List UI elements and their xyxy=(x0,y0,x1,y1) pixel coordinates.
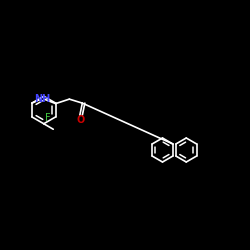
Text: O: O xyxy=(77,114,85,124)
Text: F: F xyxy=(45,113,51,123)
Text: NH: NH xyxy=(34,94,50,104)
